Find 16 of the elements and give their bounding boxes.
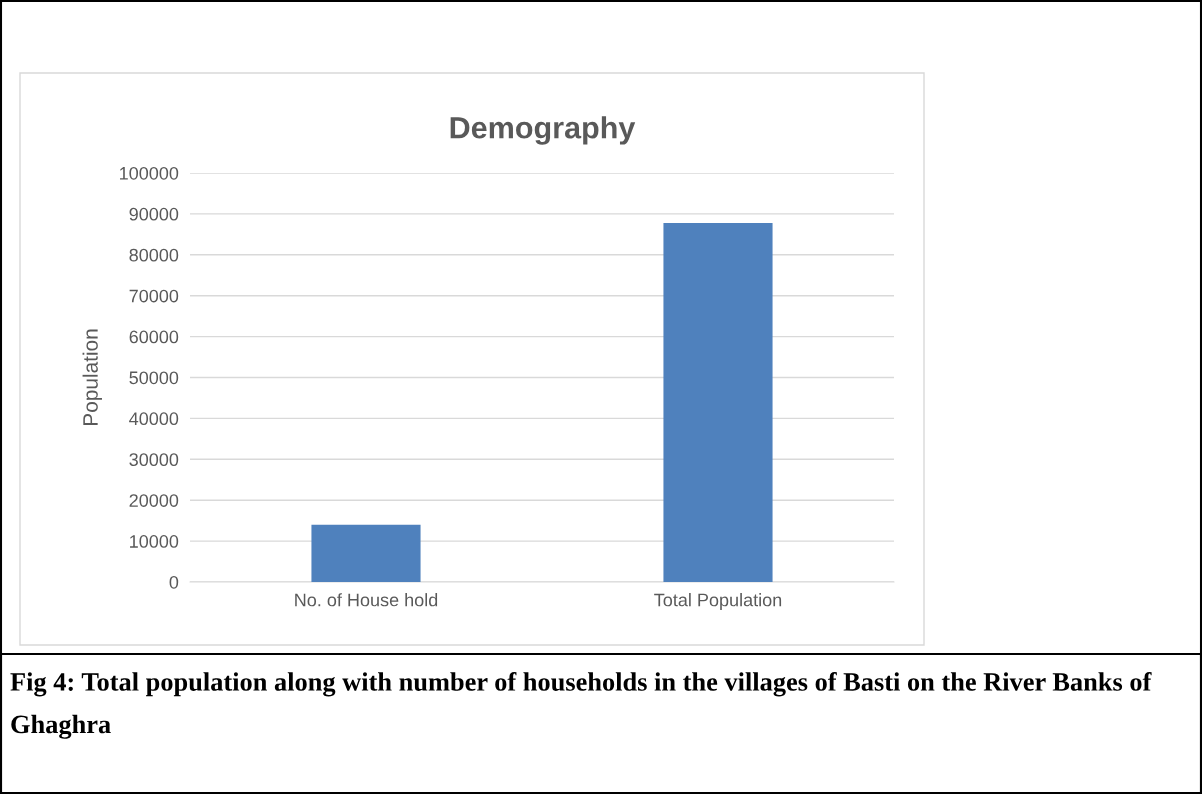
- y-tick-label: 30000: [129, 453, 179, 467]
- x-tick-label: No. of House hold: [295, 593, 438, 607]
- y-tick-label: 10000: [130, 535, 179, 548]
- x-tick-label: Total Population: [654, 593, 782, 610]
- y-tick-label: 80000: [129, 248, 179, 262]
- chart-title: Demography: [450, 116, 636, 145]
- y-tick-label: 50000: [129, 371, 179, 385]
- y-tick-label: 60000: [129, 330, 179, 344]
- y-tick-label: 100000: [120, 166, 179, 180]
- y-tick-label: 90000: [129, 207, 179, 221]
- y-tick-label: 0: [169, 575, 179, 589]
- y-tick-label: 40000: [129, 412, 179, 426]
- y-axis-title: Population: [82, 329, 102, 426]
- y-tick-label: 20000: [129, 494, 179, 507]
- caption: Fig 4: Total population along with number of households in the villages of Basti on the River Banks of Ghaghra: [10, 672, 1152, 739]
- y-tick-label: 70000: [129, 289, 179, 303]
